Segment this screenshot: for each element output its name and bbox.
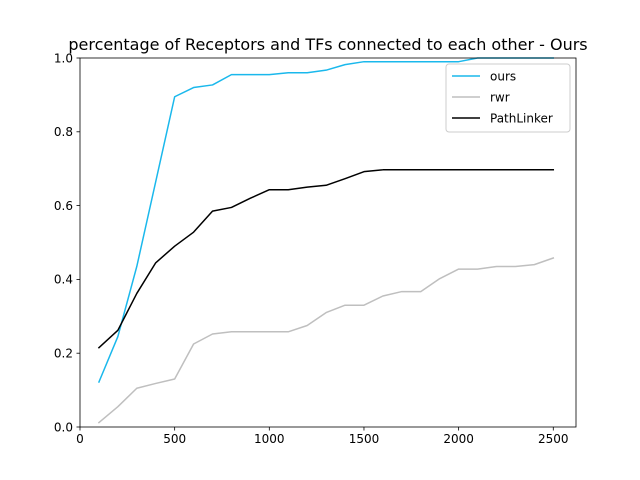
x-tick-label: 1500	[349, 432, 380, 446]
chart-title: percentage of Receptors and TFs connecte…	[68, 35, 587, 54]
y-tick-label: 0.8	[54, 125, 73, 139]
legend-label-pathlinker: PathLinker	[490, 111, 553, 125]
y-tick-label: 0.0	[54, 420, 73, 434]
axes: 0 500 1000 1500 2000 2500 0.0 0.2 0.4 0.6 0.8 1.0	[54, 51, 577, 446]
legend-label-ours: ours	[490, 69, 516, 83]
legend: ours rwr PathLinker	[445, 63, 571, 133]
x-tick-label: 2000	[443, 432, 474, 446]
x-tick-label: 500	[163, 432, 186, 446]
x-tick-label: 0	[76, 432, 84, 446]
x-tick-label: 1000	[254, 432, 285, 446]
plot-frame	[79, 57, 577, 428]
x-tick-label: 2500	[538, 432, 569, 446]
legend-box	[445, 63, 571, 133]
y-tick-label: 0.6	[54, 199, 73, 213]
y-tick-label: 0.4	[54, 273, 73, 287]
y-tick-label: 0.2	[54, 347, 73, 361]
series-line-rwr	[97, 257, 555, 424]
y-tick-label: 1.0	[54, 51, 73, 65]
series-line-pathlinker	[97, 169, 555, 349]
legend-label-rwr: rwr	[490, 90, 510, 104]
